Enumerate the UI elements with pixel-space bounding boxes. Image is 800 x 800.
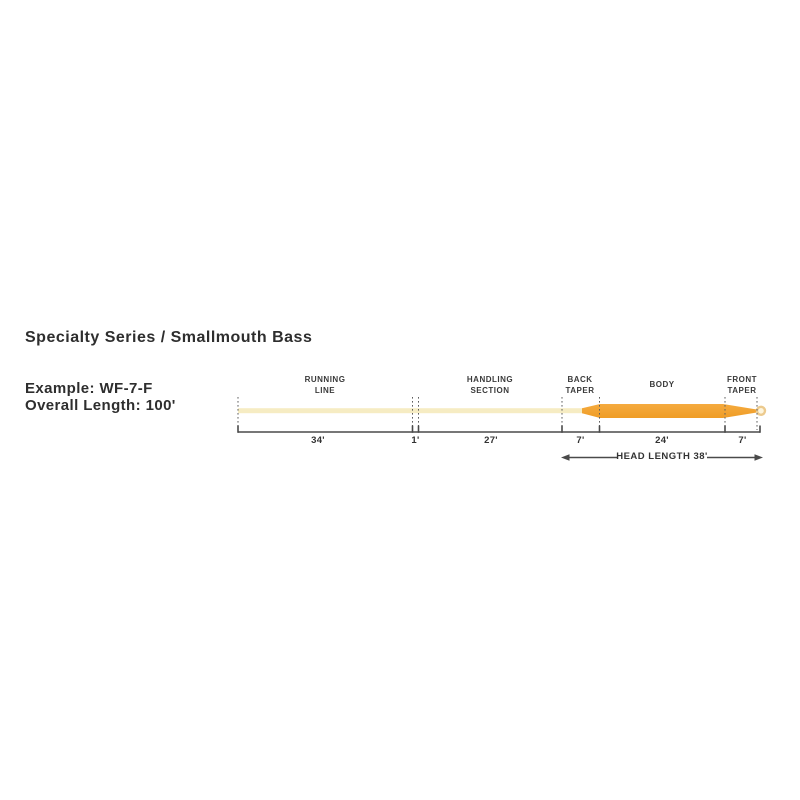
section-label-body: BODY (649, 372, 674, 396)
length-handling-section: 27' (484, 435, 498, 446)
section-label-front-taper: FRONT TAPER (727, 372, 757, 396)
label-line: FRONT (726, 375, 758, 384)
overall-length: Overall Length: 100' (25, 397, 176, 414)
length-front-taper: 7' (738, 435, 747, 446)
welded-loop-icon (755, 405, 767, 416)
section-boundary-lines (237, 397, 758, 430)
label-line: LINE (314, 386, 336, 395)
section-label-running-line: RUNNING LINE (305, 372, 346, 396)
body-shape (600, 404, 723, 418)
label-line: RUNNING (304, 375, 346, 384)
example-line-code: Example: WF-7-F (25, 380, 153, 397)
label-line: SECTION (470, 386, 510, 395)
head-length-label: HEAD LENGTH 38' (616, 451, 708, 462)
running-line-shape (238, 408, 584, 414)
arrow-right-icon (754, 454, 763, 461)
label-line: BODY (649, 379, 675, 389)
label-line: TAPER (727, 386, 757, 395)
section-label-back-taper: BACK TAPER (565, 372, 594, 396)
head-length-arrows (561, 454, 763, 461)
arrow-left-icon (561, 454, 570, 461)
length-body: 24' (655, 435, 669, 446)
label-line: BACK (567, 375, 593, 384)
label-line: HANDLING (466, 375, 514, 384)
label-line: TAPER (565, 386, 595, 395)
page-title: Specialty Series / Smallmouth Bass (25, 329, 313, 346)
length-back-taper: 7' (576, 435, 585, 446)
length-running-line: 34' (311, 435, 325, 446)
back-taper-shape (582, 404, 600, 418)
length-loop-transition: 1' (411, 435, 420, 446)
front-taper-shape (723, 404, 756, 418)
section-label-handling-section: HANDLING SECTION (467, 372, 513, 396)
dimension-line (237, 425, 761, 433)
